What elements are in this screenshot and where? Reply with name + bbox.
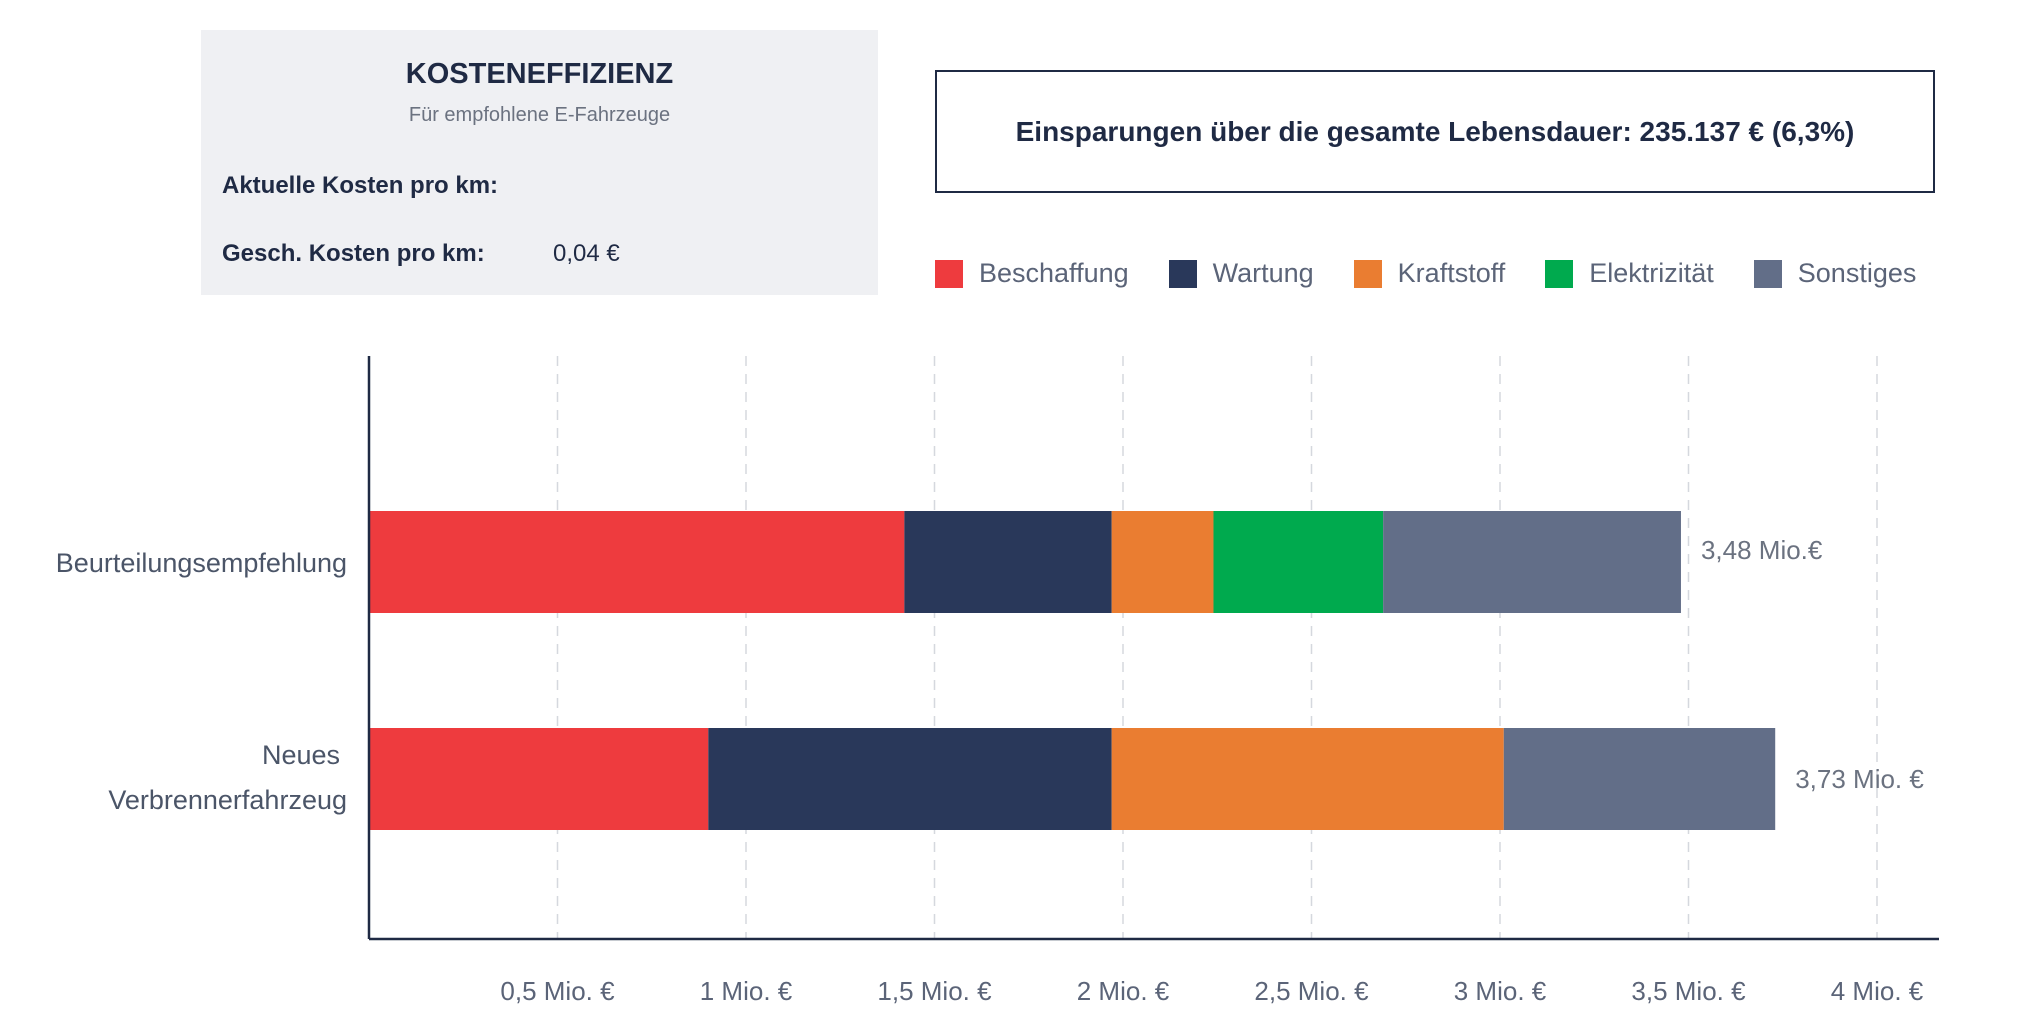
- x-tick-label: 2 Mio. €: [1077, 976, 1170, 1006]
- bar-segment-beschaffung: [369, 728, 709, 830]
- x-tick-label: 3,5 Mio. €: [1631, 976, 1746, 1006]
- chart-legend: Beschaffung Wartung Kraftstoff Elektrizität…: [935, 258, 1916, 289]
- x-tick-label: 1,5 Mio. €: [877, 976, 992, 1006]
- bar-total-label: 3,73 Mio. €: [1795, 764, 1924, 794]
- legend-label: Kraftstoff: [1397, 258, 1506, 288]
- panel-subtitle: Für empfohlene E-Fahrzeuge: [408, 104, 671, 126]
- estimated-cost-value: 0,04 €: [553, 240, 620, 267]
- bar-segment-sonstiges: [1383, 511, 1681, 613]
- legend-item-wartung: Wartung: [1168, 258, 1314, 289]
- lifetime-savings-text: Einsparungen über die gesamte Lebensdaue…: [1015, 115, 1855, 147]
- legend-item-beschaffung: Beschaffung: [935, 258, 1129, 289]
- legend-item-elektrizität: Elektrizität: [1545, 258, 1714, 289]
- x-tick-label: 1 Mio. €: [700, 976, 793, 1006]
- category-label: Neues: [262, 740, 340, 770]
- bar-segment-elektrizität: [1213, 511, 1384, 613]
- current-cost-label: Aktuelle Kosten pro km:: [222, 172, 499, 199]
- legend-label: Elektrizität: [1589, 258, 1714, 288]
- legend-swatch: [1353, 259, 1382, 288]
- cost-efficiency-panel: KOSTENEFFIZIENZ Für empfohlene E-Fahrzeu…: [201, 30, 878, 295]
- x-tick-label: 4 Mio. €: [1831, 976, 1924, 1006]
- legend-swatch: [1753, 259, 1782, 288]
- bar-segment-sonstiges: [1503, 728, 1776, 830]
- legend-item-kraftstoff: Kraftstoff: [1353, 258, 1506, 289]
- legend-label: Beschaffung: [979, 258, 1129, 288]
- bar-segment-wartung: [904, 511, 1112, 613]
- category-label: Verbrennerfahrzeug: [108, 785, 347, 815]
- legend-item-sonstiges: Sonstiges: [1753, 258, 1917, 289]
- lifetime-savings-box: Einsparungen über die gesamte Lebensdaue…: [935, 70, 1935, 193]
- estimated-cost-label: Gesch. Kosten pro km:: [222, 240, 485, 267]
- x-tick-label: 2,5 Mio. €: [1254, 976, 1369, 1006]
- bar-segment-beschaffung: [369, 511, 905, 613]
- bar-segment-kraftstoff: [1111, 728, 1504, 830]
- category-label: Beurteilungsempfehlung: [56, 548, 347, 578]
- panel-title: KOSTENEFFIZIENZ: [405, 58, 674, 90]
- legend-label: Wartung: [1212, 258, 1314, 288]
- bar-segment-kraftstoff: [1111, 511, 1214, 613]
- x-tick-label: 3 Mio. €: [1454, 976, 1547, 1006]
- legend-swatch: [1168, 259, 1197, 288]
- x-tick-label: 0,5 Mio. €: [500, 976, 615, 1006]
- legend-swatch: [1545, 259, 1574, 288]
- bar-total-label: 3,48 Mio.€: [1701, 535, 1823, 565]
- bar-segment-wartung: [708, 728, 1112, 830]
- legend-label: Sonstiges: [1797, 258, 1917, 288]
- legend-swatch: [935, 259, 963, 288]
